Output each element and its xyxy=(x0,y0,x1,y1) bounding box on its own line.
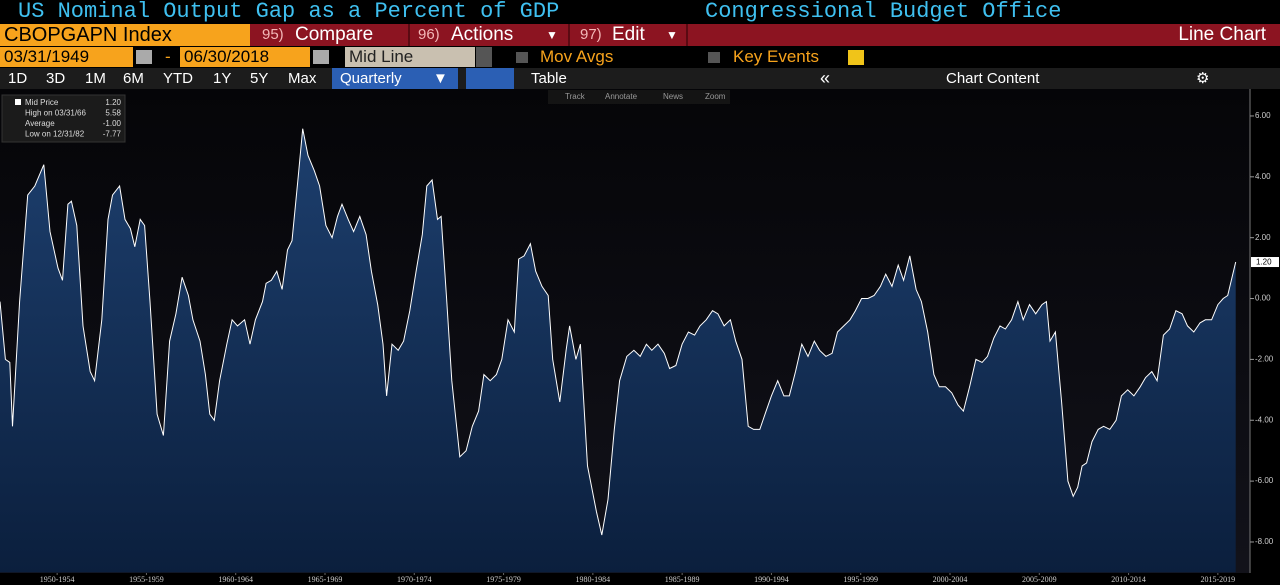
stat-value: -1.00 xyxy=(103,119,122,128)
y-tick-label: -8.00 xyxy=(1255,537,1274,546)
range-button[interactable]: 1D xyxy=(8,70,28,87)
area xyxy=(0,128,1236,573)
stat-name: Average xyxy=(25,119,55,128)
range-button[interactable]: 5Y xyxy=(250,70,269,87)
x-tick-label: 2010-2014 xyxy=(1111,575,1146,584)
menu-num: 97) xyxy=(580,26,602,43)
ticker[interactable]: CBOPGAPN Index xyxy=(0,24,250,46)
chart: 6.00 4.00 2.00 0.00 -2.00 -4.00 -6.00 -8.00 1.20… xyxy=(0,89,1280,585)
source: Congressional Budget Office xyxy=(705,0,1062,24)
info-icon[interactable] xyxy=(848,50,864,65)
range-button[interactable]: Max xyxy=(288,70,317,87)
x-tick-label: 1960-1964 xyxy=(218,575,253,584)
dropdown-icon: ▼ xyxy=(433,70,448,87)
calendar-icon[interactable] xyxy=(136,50,152,64)
menu-item[interactable]: Edit xyxy=(612,24,645,45)
menu-bar xyxy=(250,24,1280,46)
mov-avgs[interactable]: Mov Avgs xyxy=(540,47,614,66)
collapse-button[interactable]: « xyxy=(820,68,831,88)
checkbox[interactable] xyxy=(708,52,720,63)
table-button[interactable]: Table xyxy=(531,70,567,87)
y-tick-label: -2.00 xyxy=(1255,355,1274,364)
range-button[interactable]: 6M xyxy=(123,70,144,87)
last-value-label: 1.20 xyxy=(1256,258,1272,267)
x-tick-label: 1975-1979 xyxy=(486,575,521,584)
tools-bar xyxy=(548,90,730,104)
y-tick-label: -6.00 xyxy=(1255,476,1274,485)
range-button[interactable]: 3D xyxy=(46,70,66,87)
settings-icon[interactable]: ⚙ xyxy=(1196,70,1210,87)
x-tick-label: 1950-1954 xyxy=(40,575,75,584)
stat-name: Mid Price xyxy=(25,98,59,107)
tool-button[interactable]: Annotate xyxy=(605,92,638,101)
y-tick-label: 2.00 xyxy=(1255,233,1271,242)
last-value-box xyxy=(1251,257,1279,268)
separator xyxy=(686,24,688,46)
stat-value: 1.20 xyxy=(105,98,121,107)
calendar-icon[interactable] xyxy=(313,50,329,64)
toolbar xyxy=(0,68,1280,89)
x-tick-label: 1985-1989 xyxy=(665,575,700,584)
chart-content[interactable]: Chart Content xyxy=(946,70,1040,87)
stat-value: 5.58 xyxy=(105,109,121,118)
tool-button[interactable]: Track xyxy=(565,92,586,101)
start-date[interactable]: 03/31/1949 xyxy=(0,47,133,67)
y-tick-label: -4.00 xyxy=(1255,415,1274,424)
checkbox[interactable] xyxy=(516,52,528,63)
stat-value: -7.77 xyxy=(103,130,122,139)
x-tick-label: 2000-2004 xyxy=(933,575,968,584)
separator xyxy=(568,24,570,46)
frequency[interactable]: Quarterly xyxy=(332,68,458,89)
tool-button[interactable]: News xyxy=(663,92,683,101)
end-date[interactable]: 06/30/2018 xyxy=(180,47,310,67)
menu-num: 95) xyxy=(262,26,284,43)
y-tick-label: 6.00 xyxy=(1255,111,1271,120)
title: US Nominal Output Gap as a Percent of GD… xyxy=(18,0,560,24)
x-tick-label: 1970-1974 xyxy=(397,575,432,584)
tool-button[interactable]: Zoom xyxy=(705,92,726,101)
dropdown-icon: ▼ xyxy=(546,28,558,42)
x-tick-label: 1995-1999 xyxy=(843,575,878,584)
x-tick-label: 1990-1994 xyxy=(754,575,789,584)
dropdown-button[interactable] xyxy=(476,47,492,67)
line xyxy=(0,128,1237,536)
stat-name: Low on 12/31/82 xyxy=(25,130,85,139)
x-tick-label: 1965-1969 xyxy=(308,575,343,584)
x-tick-label: 2015-2019 xyxy=(1201,575,1236,584)
menu-item[interactable]: Compare xyxy=(295,24,374,45)
x-tick-label: 1955-1959 xyxy=(129,575,164,584)
range-button[interactable]: 1M xyxy=(85,70,106,87)
x-tick-label: 2005-2009 xyxy=(1022,575,1057,584)
chart-type-button[interactable] xyxy=(466,68,514,89)
separator xyxy=(408,24,410,46)
range-button[interactable]: 1Y xyxy=(213,70,232,87)
range-button[interactable]: YTD xyxy=(163,70,193,87)
y-tick-label: 4.00 xyxy=(1255,172,1271,181)
x-axis-band xyxy=(0,573,1280,585)
menu-num: 96) xyxy=(418,26,440,43)
stat-name: High on 03/31/66 xyxy=(25,109,86,118)
dropdown-icon: ▼ xyxy=(666,28,678,42)
date-sep: - xyxy=(165,47,171,66)
x-tick-label: 1980-1984 xyxy=(576,575,611,584)
legend-box xyxy=(1,94,126,143)
y-tick-label: 0.00 xyxy=(1255,294,1271,303)
legend-swatch xyxy=(15,99,21,105)
menu-item[interactable]: Actions xyxy=(451,24,514,45)
key-events[interactable]: Key Events xyxy=(733,47,819,66)
mode-select[interactable]: Mid Line xyxy=(345,47,475,67)
view-label: Line Chart xyxy=(1178,24,1266,45)
